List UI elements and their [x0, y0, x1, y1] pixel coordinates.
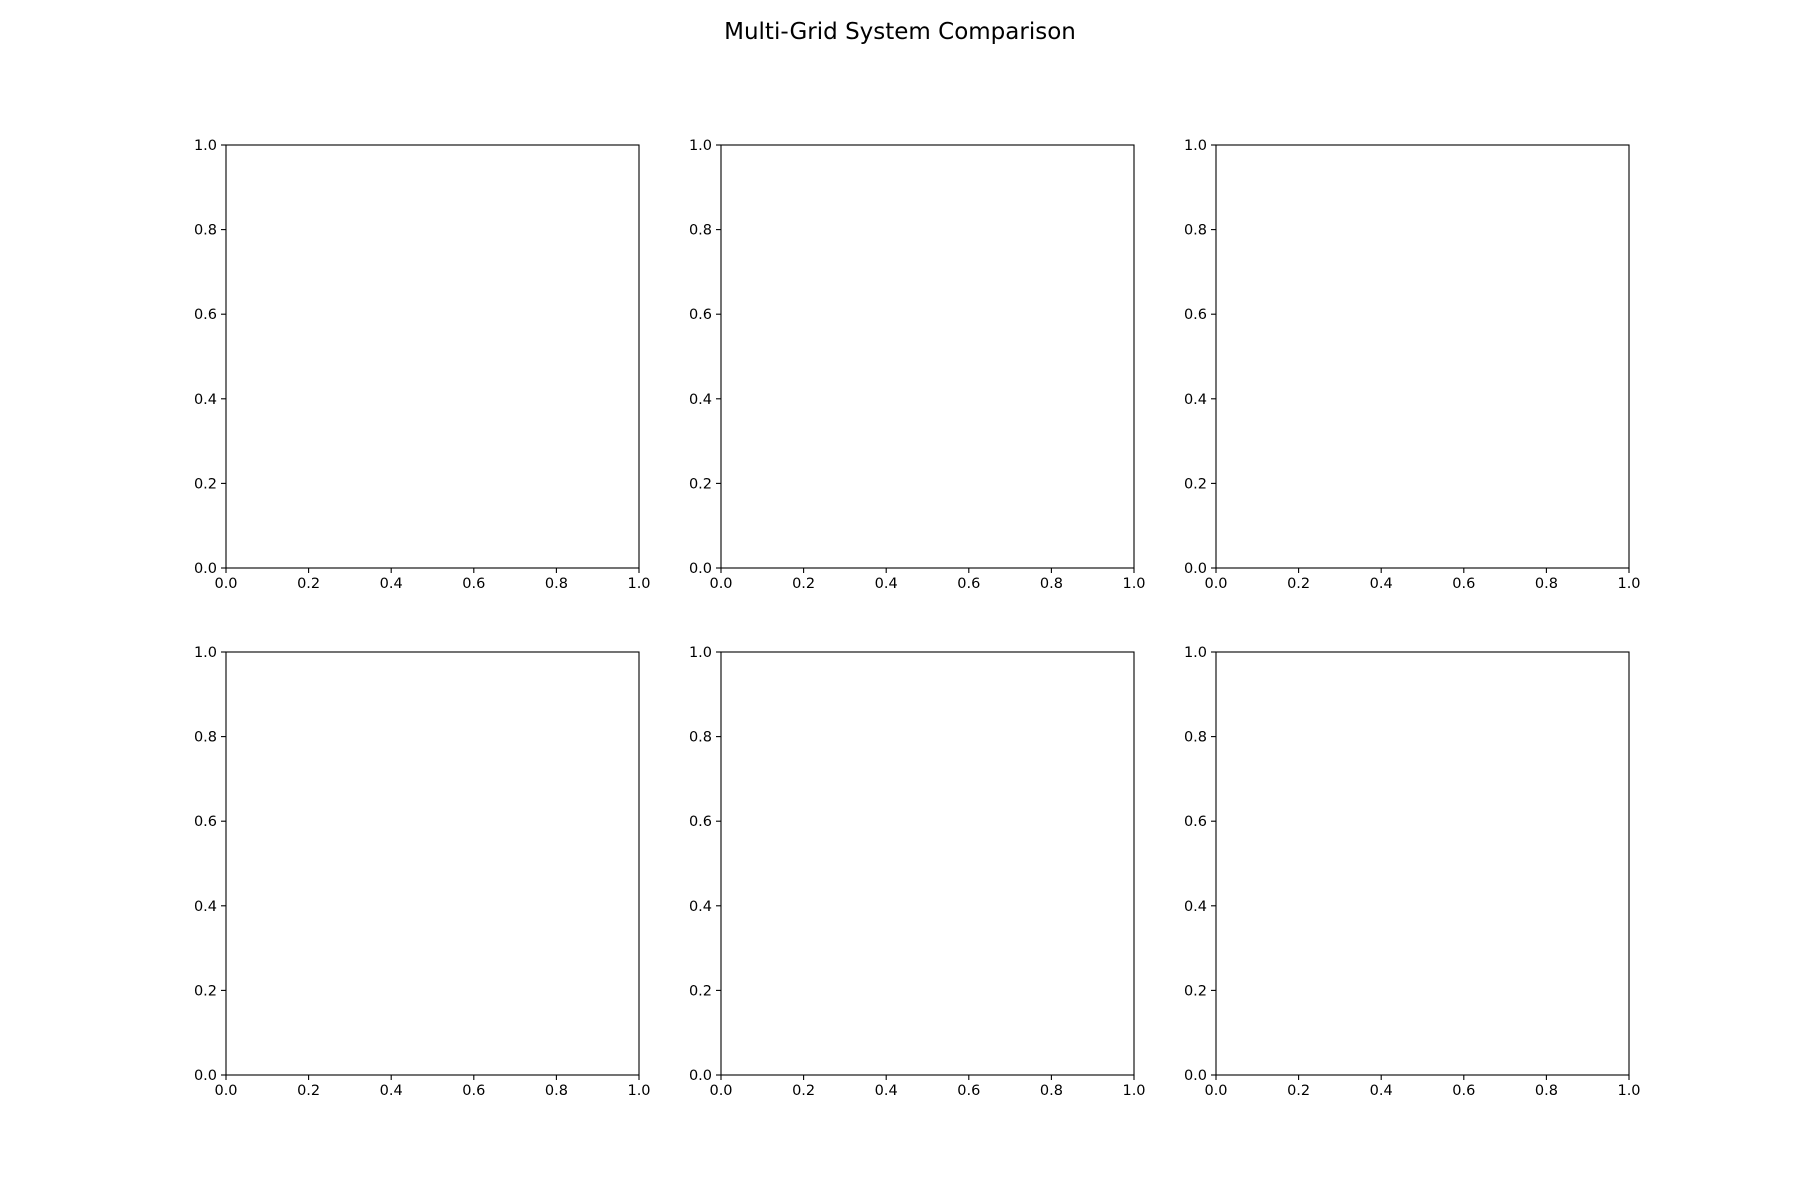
y-tick-label: 0.4	[194, 899, 217, 915]
x-tick-label: 0.0	[214, 1083, 237, 1099]
x-tick-label: 1.0	[1617, 576, 1640, 592]
y-tick-label: 0.8	[689, 730, 712, 746]
axes-frame	[225, 651, 640, 1076]
x-tick-label: 0.4	[1370, 1083, 1393, 1099]
y-tick-label: 0.4	[689, 899, 712, 915]
y-tick-label: 0.4	[689, 392, 712, 408]
x-tick-label: 0.2	[792, 1083, 815, 1099]
y-tick-label: 1.0	[1184, 645, 1207, 661]
subplot-2: 0.0 0.2 0.4 0.6 0.8 1.0 0.0 0.2 0.4 0.6 0.8 1.0	[689, 138, 1146, 592]
y-tick-label: 0.8	[194, 730, 217, 746]
x-tick-label: 0.6	[957, 576, 980, 592]
y-tick-label: 0.6	[194, 307, 217, 323]
y-tick-label: 0.2	[1184, 983, 1207, 999]
x-tick-label: 0.2	[297, 576, 320, 592]
y-tick-label: 1.0	[194, 138, 217, 154]
subplot-4: 0.0 0.2 0.4 0.6 0.8 1.0 0.0 0.2 0.4 0.6 0.8 1.0	[194, 645, 651, 1099]
y-tick-label: 0.2	[689, 476, 712, 492]
y-tick-label: 0.6	[1184, 814, 1207, 830]
x-tick-label: 0.0	[709, 576, 732, 592]
y-tick-label: 0.2	[689, 983, 712, 999]
y-tick-label: 0.6	[689, 814, 712, 830]
x-tick-label: 0.6	[957, 1083, 980, 1099]
x-tick-label: 0.4	[380, 576, 403, 592]
y-tick-label: 0.4	[1184, 899, 1207, 915]
x-tick-label: 0.6	[1452, 1083, 1475, 1099]
y-tick-label: 0.8	[1184, 223, 1207, 239]
y-tick-label: 0.2	[1184, 476, 1207, 492]
y-tick-label: 0.2	[194, 983, 217, 999]
x-tick-label: 0.8	[545, 1083, 568, 1099]
x-tick-label: 0.0	[214, 576, 237, 592]
y-tick-label: 0.4	[194, 392, 217, 408]
figure-title: Multi-Grid System Comparison	[724, 19, 1076, 45]
y-tick-label: 1.0	[194, 645, 217, 661]
y-tick-label: 0.0	[194, 1068, 217, 1084]
y-tick-label: 0.8	[689, 223, 712, 239]
axes-frame	[720, 144, 1135, 569]
axes-frame	[1215, 144, 1630, 569]
x-tick-label: 0.6	[462, 576, 485, 592]
y-tick-label: 0.0	[689, 1068, 712, 1084]
x-tick-label: 0.4	[875, 576, 898, 592]
x-tick-label: 0.8	[1040, 1083, 1063, 1099]
x-tick-label: 0.2	[792, 576, 815, 592]
y-tick-label: 1.0	[1184, 138, 1207, 154]
y-tick-label: 0.8	[1184, 730, 1207, 746]
subplot-5: 0.0 0.2 0.4 0.6 0.8 1.0 0.0 0.2 0.4 0.6 0.8 1.0	[689, 645, 1146, 1099]
axes-frame	[720, 651, 1135, 1076]
y-tick-label: 1.0	[689, 645, 712, 661]
x-tick-label: 1.0	[1122, 576, 1145, 592]
x-tick-label: 1.0	[1617, 1083, 1640, 1099]
y-tick-label: 0.4	[1184, 392, 1207, 408]
x-tick-label: 0.4	[380, 1083, 403, 1099]
x-tick-label: 1.0	[1122, 1083, 1145, 1099]
y-tick-label: 0.8	[194, 223, 217, 239]
x-tick-label: 0.6	[1452, 576, 1475, 592]
subplot-6: 0.0 0.2 0.4 0.6 0.8 1.0 0.0 0.2 0.4 0.6 0.8 1.0	[1184, 645, 1641, 1099]
x-tick-label: 0.2	[297, 1083, 320, 1099]
x-tick-label: 0.4	[875, 1083, 898, 1099]
y-tick-label: 0.6	[1184, 307, 1207, 323]
axes-frame	[225, 144, 640, 569]
x-tick-label: 0.0	[1204, 1083, 1227, 1099]
y-tick-label: 1.0	[689, 138, 712, 154]
x-tick-label: 1.0	[627, 576, 650, 592]
x-tick-label: 0.8	[545, 576, 568, 592]
x-tick-label: 0.0	[1204, 576, 1227, 592]
y-tick-label: 0.0	[1184, 561, 1207, 577]
x-tick-label: 0.2	[1287, 1083, 1310, 1099]
y-tick-label: 0.6	[194, 814, 217, 830]
x-tick-label: 0.8	[1040, 576, 1063, 592]
x-tick-label: 0.6	[462, 1083, 485, 1099]
x-tick-label: 1.0	[627, 1083, 650, 1099]
y-tick-label: 0.0	[194, 561, 217, 577]
y-tick-label: 0.0	[689, 561, 712, 577]
x-tick-label: 0.8	[1535, 576, 1558, 592]
axes-frame	[1215, 651, 1630, 1076]
x-tick-label: 0.8	[1535, 1083, 1558, 1099]
x-tick-label: 0.2	[1287, 576, 1310, 592]
y-tick-label: 0.6	[689, 307, 712, 323]
y-tick-label: 0.2	[194, 476, 217, 492]
subplot-1: 0.0 0.2 0.4 0.6 0.8 1.0 0.0 0.2 0.4 0.6 0.8 1.0	[194, 138, 651, 592]
subplot-3: 0.0 0.2 0.4 0.6 0.8 1.0 0.0 0.2 0.4 0.6 0.8 1.0	[1184, 138, 1641, 592]
x-tick-label: 0.0	[709, 1083, 732, 1099]
y-tick-label: 0.0	[1184, 1068, 1207, 1084]
x-tick-label: 0.4	[1370, 576, 1393, 592]
